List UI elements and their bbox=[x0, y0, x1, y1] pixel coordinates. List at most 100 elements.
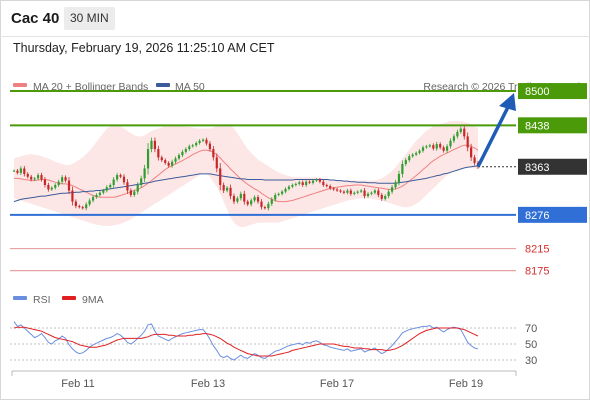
candle bbox=[421, 145, 425, 153]
candle bbox=[205, 137, 208, 146]
bollinger-band-area bbox=[14, 120, 478, 227]
timeframe-button[interactable]: 30 MIN bbox=[64, 7, 115, 30]
level-labels: 8500 8438 8363 8276 8215 8175 bbox=[518, 83, 587, 278]
candle bbox=[243, 190, 246, 205]
candle bbox=[466, 132, 469, 152]
candle-body bbox=[377, 190, 380, 195]
ma50-legend-swatch bbox=[156, 83, 170, 87]
candle-body bbox=[136, 185, 139, 192]
candle-body bbox=[274, 194, 277, 200]
rsi-line bbox=[13, 321, 479, 361]
resistance-value: 8438 bbox=[525, 120, 549, 132]
candle-body bbox=[356, 191, 359, 193]
candle bbox=[298, 180, 301, 186]
candle bbox=[23, 165, 26, 177]
candle-body bbox=[129, 190, 132, 195]
candle bbox=[153, 137, 157, 153]
candle-body bbox=[105, 187, 108, 191]
candle bbox=[212, 145, 215, 161]
candle bbox=[452, 134, 456, 143]
x-axis: Feb 11 Feb 13 Feb 17 Feb 19 bbox=[11, 370, 517, 390]
candle-body bbox=[195, 143, 198, 146]
candle bbox=[270, 197, 273, 206]
candle-body bbox=[401, 164, 404, 174]
candle-body bbox=[411, 154, 414, 157]
candle bbox=[377, 188, 380, 198]
candle-body bbox=[332, 188, 335, 190]
rsi-tick-label: 70 bbox=[525, 323, 537, 335]
candle bbox=[308, 180, 311, 185]
candle bbox=[360, 189, 363, 194]
candle bbox=[291, 183, 294, 189]
candle bbox=[85, 202, 88, 211]
candle bbox=[167, 161, 170, 168]
candle-body bbox=[284, 188, 287, 192]
candle bbox=[61, 175, 64, 184]
candle bbox=[219, 163, 222, 191]
candle-body bbox=[43, 179, 47, 185]
candle bbox=[57, 179, 60, 187]
candle-body bbox=[267, 203, 270, 209]
candle-body bbox=[404, 160, 407, 164]
candle-body bbox=[109, 185, 112, 188]
forecast-arrow bbox=[476, 93, 516, 168]
candle-body bbox=[74, 201, 77, 206]
candle bbox=[311, 178, 315, 185]
rsi-ma-legend-swatch bbox=[62, 296, 76, 300]
candle bbox=[105, 185, 108, 193]
candle-body bbox=[23, 168, 26, 174]
candle-body bbox=[78, 206, 81, 208]
candle bbox=[222, 182, 225, 194]
candle-body bbox=[318, 179, 321, 182]
candle bbox=[277, 192, 280, 197]
x-tick-label: Feb 19 bbox=[449, 378, 483, 390]
candle bbox=[116, 172, 119, 182]
bollinger-bands bbox=[14, 120, 478, 227]
candle-body bbox=[229, 187, 232, 197]
candle bbox=[287, 185, 291, 191]
ma50-line bbox=[13, 165, 479, 203]
candle bbox=[246, 199, 249, 207]
resistance-value: 8500 bbox=[525, 86, 549, 98]
candle bbox=[140, 175, 143, 188]
candle bbox=[432, 143, 435, 151]
candle-body bbox=[174, 158, 177, 162]
candle-body bbox=[339, 190, 342, 192]
candle bbox=[64, 175, 67, 183]
candle bbox=[47, 182, 50, 192]
candle bbox=[339, 189, 342, 194]
candle-body bbox=[33, 178, 36, 180]
candle bbox=[470, 143, 473, 161]
candle bbox=[122, 174, 126, 185]
resistance-tag-bg bbox=[518, 117, 587, 134]
candle bbox=[253, 195, 256, 203]
candle bbox=[78, 204, 81, 209]
candle bbox=[322, 179, 325, 187]
candle bbox=[394, 179, 397, 190]
candle-body bbox=[456, 131, 459, 137]
candle-body bbox=[384, 196, 387, 199]
candle-body bbox=[171, 161, 174, 166]
candle bbox=[133, 189, 136, 197]
candle bbox=[43, 176, 47, 188]
candle bbox=[294, 182, 297, 187]
candle-body bbox=[243, 193, 246, 202]
candle-body bbox=[164, 160, 167, 163]
candle-body bbox=[394, 182, 397, 188]
candle-body bbox=[167, 162, 170, 166]
candle-body bbox=[12, 170, 16, 172]
candle-body bbox=[143, 168, 146, 179]
candle bbox=[191, 143, 194, 148]
candle-body bbox=[425, 146, 428, 148]
secondary-support-value: 8175 bbox=[525, 266, 549, 278]
candle bbox=[239, 191, 242, 201]
candle-body bbox=[470, 147, 473, 158]
candle-body bbox=[277, 193, 280, 195]
datetime-label: Thursday, February 19, 2026 11:25:10 AM … bbox=[13, 41, 275, 55]
candle bbox=[181, 149, 184, 158]
candle bbox=[91, 195, 95, 203]
candle bbox=[201, 138, 205, 143]
rsi-tick-label: 50 bbox=[525, 339, 537, 351]
candle bbox=[232, 193, 236, 205]
